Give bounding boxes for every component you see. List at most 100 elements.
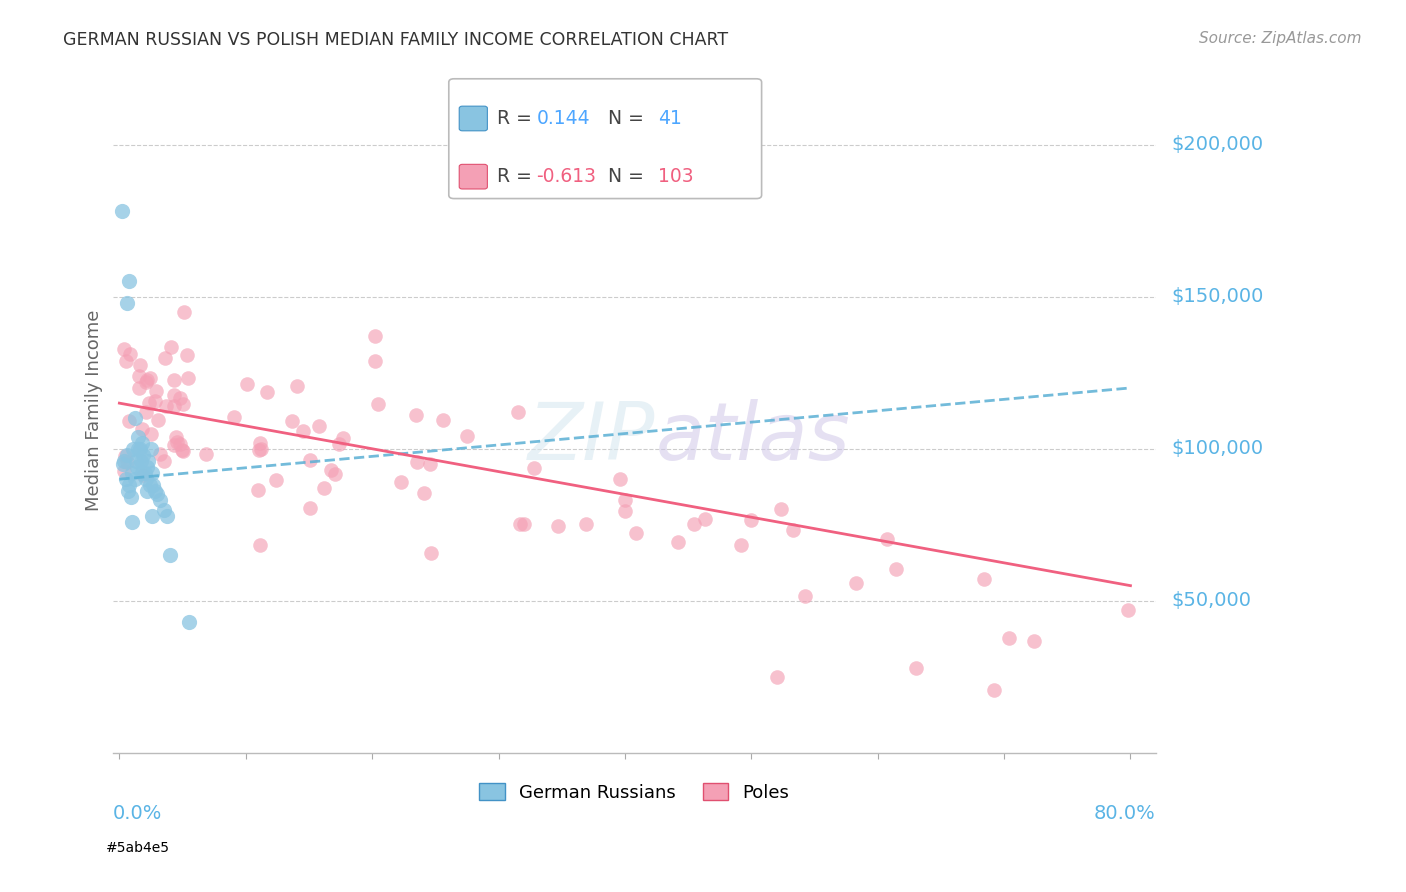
Point [983,682,1005,697]
Point [149,447,172,461]
Point [256,384,278,399]
Point [139,442,162,456]
Point [298,453,321,467]
Point [973,572,995,586]
Text: $100,000: $100,000 [1171,439,1264,458]
Y-axis label: Median Family Income: Median Family Income [86,310,103,511]
Point [177,371,200,385]
Point [614,492,637,507]
Point [125,454,148,468]
Point [135,472,157,486]
Point [176,348,198,362]
Point [128,381,150,395]
Point [159,548,181,562]
Point [115,354,138,368]
Point [114,342,136,356]
Point [236,377,259,392]
Point [169,391,191,405]
Point [884,562,907,576]
FancyBboxPatch shape [460,106,488,131]
Point [121,466,143,480]
Point [319,463,342,477]
Point [155,399,177,413]
Point [332,431,354,445]
Text: 80.0%: 80.0% [1094,805,1156,823]
Text: ZIP: ZIP [527,399,655,477]
Point [163,438,186,452]
Point [143,484,166,499]
Point [128,358,150,372]
Text: N =: N = [596,167,650,186]
Point [367,397,389,411]
Point [794,589,817,603]
Point [156,508,179,523]
Point [131,466,153,480]
Text: 0.144: 0.144 [536,109,591,128]
Point [730,538,752,552]
Point [136,460,159,475]
Point [135,373,157,387]
Point [118,478,141,492]
Point [112,464,135,478]
Point [124,411,146,425]
Point [506,404,529,418]
Point [138,395,160,409]
Text: $150,000: $150,000 [1171,287,1264,306]
Text: R =: R = [496,167,537,186]
Point [134,466,156,480]
Text: $200,000: $200,000 [1171,135,1264,154]
Point [120,491,142,505]
Point [308,418,330,433]
Point [432,413,454,427]
Point [412,485,434,500]
Point [419,546,441,560]
Text: 41: 41 [658,109,682,128]
Point [682,516,704,531]
Point [138,478,160,492]
Point [141,426,163,441]
Point [845,575,868,590]
Point [163,373,186,387]
Point [247,443,270,458]
Point [115,448,138,462]
Point [152,502,174,516]
Point [128,442,150,456]
Point [114,472,136,486]
Point [145,384,167,399]
Point [121,515,143,529]
Point [114,449,136,463]
Point [314,481,336,495]
Point [194,447,217,461]
Point [285,379,308,393]
Legend: German Russians, Poles: German Russians, Poles [472,776,797,809]
Point [249,435,271,450]
Text: 0.0%: 0.0% [112,805,163,823]
Point [363,354,385,368]
Point [142,478,165,492]
Point [172,397,194,411]
Point [695,512,717,526]
Point [122,442,145,456]
Point [292,424,315,438]
Text: N =: N = [596,109,650,128]
Point [132,468,155,483]
Point [112,454,135,468]
Point [172,443,194,458]
Point [249,538,271,552]
Point [264,474,287,488]
Point [876,532,898,546]
Point [325,467,347,481]
Point [120,347,142,361]
Point [247,483,270,497]
Point [127,442,149,456]
Point [328,436,350,450]
Text: R =: R = [496,109,537,128]
Point [163,399,186,413]
Point [904,661,927,675]
Text: -0.613: -0.613 [536,167,596,186]
Point [280,414,302,428]
Point [138,454,160,468]
Point [249,442,271,456]
Point [115,295,138,310]
Point [575,517,598,532]
